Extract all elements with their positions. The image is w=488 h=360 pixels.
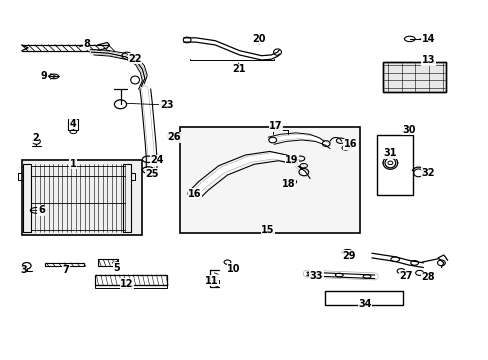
Text: 27: 27 — [398, 271, 412, 281]
Bar — [22, 160, 142, 235]
Text: 12: 12 — [120, 279, 133, 289]
Text: 31: 31 — [383, 148, 396, 158]
Text: 1: 1 — [70, 159, 77, 169]
Bar — [382, 62, 446, 93]
Bar — [23, 161, 141, 235]
Text: 7: 7 — [62, 265, 69, 275]
Text: 10: 10 — [226, 264, 240, 274]
Text: 11: 11 — [204, 276, 218, 286]
Text: 13: 13 — [421, 55, 434, 65]
Bar — [95, 275, 166, 285]
Text: 2: 2 — [32, 133, 39, 143]
Text: 26: 26 — [167, 132, 181, 142]
Text: 3: 3 — [20, 265, 26, 275]
Bar — [181, 128, 359, 232]
Bar — [324, 292, 403, 305]
Bar — [45, 263, 84, 266]
Text: 24: 24 — [150, 156, 163, 165]
Text: 16: 16 — [343, 139, 357, 149]
Bar — [68, 119, 78, 130]
Text: 5: 5 — [114, 262, 120, 273]
Text: 22: 22 — [128, 54, 142, 64]
Text: 21: 21 — [231, 64, 245, 74]
Text: 34: 34 — [358, 299, 371, 309]
Text: 16: 16 — [188, 189, 201, 199]
Text: 9: 9 — [41, 71, 47, 81]
Bar — [95, 285, 166, 288]
Text: 8: 8 — [83, 39, 90, 49]
Text: 23: 23 — [160, 100, 173, 110]
Text: 18: 18 — [281, 179, 294, 189]
Text: 19: 19 — [285, 156, 298, 165]
Text: 20: 20 — [252, 34, 265, 44]
Text: 28: 28 — [421, 272, 434, 282]
Bar — [382, 62, 446, 93]
Text: 29: 29 — [342, 251, 355, 261]
Text: 30: 30 — [401, 125, 415, 135]
Bar — [180, 127, 360, 233]
Text: 14: 14 — [421, 34, 434, 44]
Bar — [376, 135, 412, 195]
Text: 17: 17 — [269, 121, 282, 131]
Bar — [23, 164, 30, 232]
Text: 6: 6 — [38, 205, 44, 215]
Bar — [122, 164, 130, 232]
Text: 15: 15 — [261, 225, 274, 235]
Bar — [98, 259, 118, 266]
Text: 32: 32 — [421, 168, 434, 178]
Text: 33: 33 — [309, 271, 323, 281]
Bar — [383, 63, 445, 92]
Text: 25: 25 — [145, 168, 159, 179]
Text: 4: 4 — [70, 118, 77, 129]
